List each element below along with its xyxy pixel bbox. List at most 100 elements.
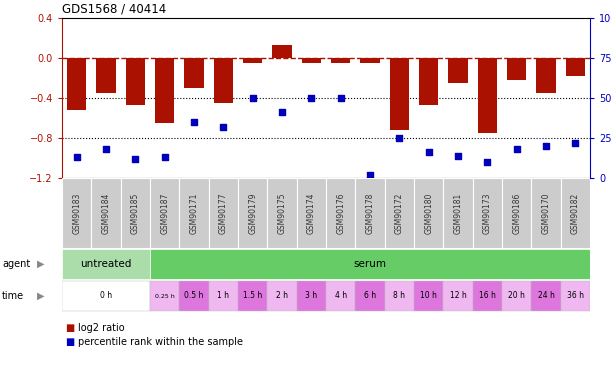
Text: 1.5 h: 1.5 h: [243, 291, 262, 300]
Bar: [150, 280, 180, 311]
Text: GSM90181: GSM90181: [453, 192, 463, 234]
Text: GDS1568 / 40414: GDS1568 / 40414: [62, 3, 166, 16]
Text: GSM90176: GSM90176: [336, 192, 345, 234]
Text: GSM90184: GSM90184: [101, 192, 111, 234]
Bar: [209, 178, 238, 248]
Text: 6 h: 6 h: [364, 291, 376, 300]
Text: 4 h: 4 h: [335, 291, 346, 300]
Point: [512, 146, 522, 152]
Bar: [331, 58, 350, 63]
Point: [189, 119, 199, 125]
Bar: [448, 58, 467, 83]
Text: 0 h: 0 h: [100, 291, 112, 300]
Point: [101, 146, 111, 152]
Text: time: time: [2, 291, 24, 301]
Text: ■: ■: [65, 323, 75, 333]
Point: [365, 172, 375, 178]
Bar: [126, 58, 145, 105]
Bar: [150, 249, 590, 279]
Bar: [478, 58, 497, 133]
Text: log2 ratio: log2 ratio: [78, 323, 125, 333]
Point: [424, 149, 434, 155]
Point: [277, 110, 287, 116]
Text: ■: ■: [65, 337, 75, 347]
Point: [307, 95, 316, 101]
Text: GSM90173: GSM90173: [483, 192, 492, 234]
Text: GSM90179: GSM90179: [248, 192, 257, 234]
Bar: [273, 45, 291, 58]
Point: [248, 95, 258, 101]
Point: [395, 135, 404, 141]
Bar: [444, 178, 473, 248]
Bar: [502, 280, 532, 311]
Text: 16 h: 16 h: [479, 291, 496, 300]
Bar: [414, 178, 444, 248]
Bar: [180, 178, 209, 248]
Text: GSM90186: GSM90186: [512, 192, 521, 234]
Point: [160, 154, 170, 160]
Bar: [532, 178, 561, 248]
Bar: [97, 58, 115, 93]
Point: [483, 159, 492, 165]
Text: GSM90177: GSM90177: [219, 192, 228, 234]
Text: GSM90174: GSM90174: [307, 192, 316, 234]
Bar: [566, 58, 585, 76]
Bar: [507, 58, 526, 80]
Text: untreated: untreated: [80, 259, 132, 269]
Text: serum: serum: [354, 259, 387, 269]
Point: [336, 95, 346, 101]
Bar: [414, 280, 444, 311]
Bar: [302, 58, 321, 63]
Text: 0.25 h: 0.25 h: [155, 294, 175, 298]
Bar: [268, 280, 297, 311]
Bar: [297, 178, 326, 248]
Bar: [297, 280, 326, 311]
Bar: [356, 178, 385, 248]
Bar: [385, 178, 414, 248]
Bar: [473, 280, 502, 311]
Bar: [243, 58, 262, 63]
Bar: [561, 178, 590, 248]
Bar: [561, 280, 590, 311]
Point: [219, 124, 229, 130]
Point: [130, 156, 140, 162]
Text: GSM90187: GSM90187: [160, 192, 169, 234]
Bar: [326, 280, 356, 311]
Text: GSM90170: GSM90170: [541, 192, 551, 234]
Bar: [326, 178, 356, 248]
Bar: [268, 178, 297, 248]
Bar: [62, 178, 91, 248]
Text: 12 h: 12 h: [450, 291, 466, 300]
Text: 20 h: 20 h: [508, 291, 525, 300]
Bar: [502, 178, 532, 248]
Bar: [120, 178, 150, 248]
Point: [453, 153, 463, 159]
Bar: [150, 178, 180, 248]
Text: GSM90175: GSM90175: [277, 192, 287, 234]
Text: ▶: ▶: [37, 291, 45, 301]
Bar: [385, 280, 414, 311]
Bar: [214, 58, 233, 103]
Text: 36 h: 36 h: [567, 291, 584, 300]
Bar: [209, 280, 238, 311]
Bar: [444, 280, 473, 311]
Text: ▶: ▶: [37, 259, 45, 269]
Bar: [91, 178, 120, 248]
Text: 2 h: 2 h: [276, 291, 288, 300]
Text: 8 h: 8 h: [393, 291, 405, 300]
Bar: [532, 280, 561, 311]
Text: GSM90180: GSM90180: [424, 192, 433, 234]
Text: GSM90171: GSM90171: [189, 192, 199, 234]
Text: agent: agent: [2, 259, 31, 269]
Bar: [67, 58, 86, 110]
Bar: [473, 178, 502, 248]
Bar: [185, 58, 203, 88]
Bar: [238, 178, 268, 248]
Text: GSM90182: GSM90182: [571, 192, 580, 234]
Point: [571, 140, 580, 146]
Bar: [390, 58, 409, 130]
Bar: [356, 280, 385, 311]
Text: 10 h: 10 h: [420, 291, 437, 300]
Text: GSM90172: GSM90172: [395, 192, 404, 234]
Text: GSM90178: GSM90178: [365, 192, 375, 234]
